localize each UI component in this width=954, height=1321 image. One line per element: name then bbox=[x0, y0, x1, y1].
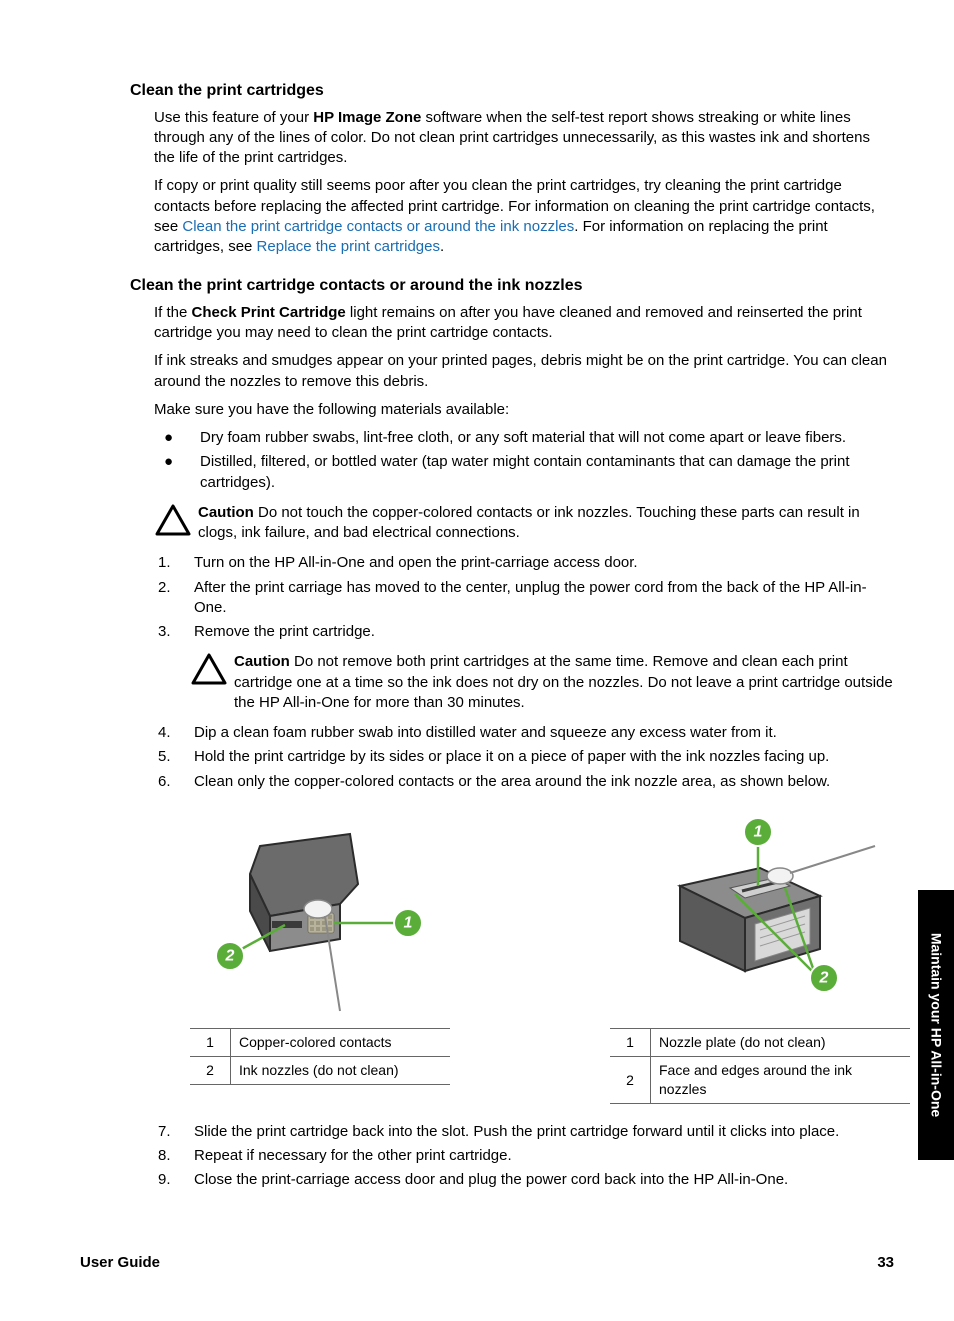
list-item: ●Dry foam rubber swabs, lint-free cloth,… bbox=[154, 428, 894, 448]
svg-text:2: 2 bbox=[819, 969, 829, 986]
cell: Face and edges around the ink nozzles bbox=[651, 1057, 911, 1104]
materials-list: ●Dry foam rubber swabs, lint-free cloth,… bbox=[154, 428, 894, 493]
table-row: 2Ink nozzles (do not clean) bbox=[190, 1057, 450, 1085]
figure-cartridge-contacts: 1 2 1Copper-colored contacts 2Ink nozzle… bbox=[190, 816, 490, 1104]
text: Distilled, filtered, or bottled water (t… bbox=[200, 452, 894, 493]
bold-text: HP Image Zone bbox=[313, 109, 421, 126]
text: After the print carriage has moved to th… bbox=[194, 578, 894, 619]
side-tab: Maintain your HP All-in-One bbox=[918, 890, 954, 1160]
cell: 2 bbox=[190, 1057, 231, 1085]
caution-text: Do not remove both print cartridges at t… bbox=[234, 653, 893, 711]
s1-paragraph-1: Use this feature of your HP Image Zone s… bbox=[154, 108, 894, 169]
list-item: 8.Repeat if necessary for the other prin… bbox=[154, 1146, 894, 1166]
caution-2: Caution Do not remove both print cartrid… bbox=[190, 652, 894, 713]
caution-text: Do not touch the copper-colored contacts… bbox=[198, 504, 860, 541]
table-row: 1Nozzle plate (do not clean) bbox=[610, 1029, 910, 1057]
side-tab-label: Maintain your HP All-in-One bbox=[927, 933, 946, 1117]
svg-text:2: 2 bbox=[225, 947, 235, 964]
cell: 1 bbox=[190, 1029, 231, 1057]
cell: Copper-colored contacts bbox=[231, 1029, 451, 1057]
svg-text:1: 1 bbox=[754, 823, 763, 840]
cell: 2 bbox=[610, 1057, 651, 1104]
figure-cartridge-nozzles: 1 2 1Nozzle plate (do not clean) 2Face a… bbox=[610, 816, 910, 1104]
text: Repeat if necessary for the other print … bbox=[194, 1146, 512, 1166]
figure-row: 1 2 1Copper-colored contacts 2Ink nozzle… bbox=[190, 816, 894, 1104]
text: Clean only the copper-colored contacts o… bbox=[194, 772, 830, 792]
text: Slide the print cartridge back into the … bbox=[194, 1122, 839, 1142]
caution-icon bbox=[154, 503, 198, 543]
cell: 1 bbox=[610, 1029, 651, 1057]
s2-paragraph-1: If the Check Print Cartridge light remai… bbox=[154, 303, 894, 344]
text: Turn on the HP All-in-One and open the p… bbox=[194, 553, 638, 573]
legend-1: 1Copper-colored contacts 2Ink nozzles (d… bbox=[190, 1028, 450, 1085]
text: Use this feature of your bbox=[154, 109, 313, 126]
cell: Nozzle plate (do not clean) bbox=[651, 1029, 911, 1057]
list-item: 7.Slide the print cartridge back into th… bbox=[154, 1122, 894, 1142]
list-item: 9.Close the print-carriage access door a… bbox=[154, 1170, 894, 1190]
text: Close the print-carriage access door and… bbox=[194, 1170, 788, 1190]
legend-2: 1Nozzle plate (do not clean) 2Face and e… bbox=[610, 1028, 910, 1104]
s1-paragraph-2: If copy or print quality still seems poo… bbox=[154, 176, 894, 257]
bold-text: Check Print Cartridge bbox=[192, 304, 346, 321]
steps-a: 1.Turn on the HP All-in-One and open the… bbox=[154, 553, 894, 642]
heading-clean-cartridges: Clean the print cartridges bbox=[130, 80, 894, 102]
caution-icon bbox=[190, 652, 234, 692]
caution-1: Caution Do not touch the copper-colored … bbox=[154, 503, 894, 544]
list-item: 1.Turn on the HP All-in-One and open the… bbox=[154, 553, 894, 573]
text: Remove the print cartridge. bbox=[194, 622, 375, 642]
list-item: 3.Remove the print cartridge. bbox=[154, 622, 894, 642]
cell: Ink nozzles (do not clean) bbox=[231, 1057, 451, 1085]
heading-clean-contacts: Clean the print cartridge contacts or ar… bbox=[130, 275, 894, 297]
steps-b: 4.Dip a clean foam rubber swab into dist… bbox=[154, 723, 894, 792]
text: Dip a clean foam rubber swab into distil… bbox=[194, 723, 777, 743]
s2-paragraph-3: Make sure you have the following materia… bbox=[154, 400, 894, 420]
list-item: 4.Dip a clean foam rubber swab into dist… bbox=[154, 723, 894, 743]
footer-page-number: 33 bbox=[877, 1253, 894, 1273]
caution-label: Caution bbox=[234, 653, 290, 670]
table-row: 1Copper-colored contacts bbox=[190, 1029, 450, 1057]
list-item: 5.Hold the print cartridge by its sides … bbox=[154, 747, 894, 767]
list-item: 2.After the print carriage has moved to … bbox=[154, 578, 894, 619]
text: Hold the print cartridge by its sides or… bbox=[194, 747, 829, 767]
list-item: ●Distilled, filtered, or bottled water (… bbox=[154, 452, 894, 493]
svg-text:1: 1 bbox=[404, 914, 413, 931]
text: Dry foam rubber swabs, lint-free cloth, … bbox=[200, 428, 846, 448]
list-item: 6.Clean only the copper-colored contacts… bbox=[154, 772, 894, 792]
caution-label: Caution bbox=[198, 504, 254, 521]
table-row: 2Face and edges around the ink nozzles bbox=[610, 1057, 910, 1104]
s2-paragraph-2: If ink streaks and smudges appear on you… bbox=[154, 351, 894, 392]
link-replace-cartridges[interactable]: Replace the print cartridges bbox=[257, 238, 440, 255]
footer-left: User Guide bbox=[80, 1253, 160, 1273]
link-clean-contacts[interactable]: Clean the print cartridge contacts or ar… bbox=[182, 218, 574, 235]
text: . bbox=[440, 238, 444, 255]
page-footer: User Guide 33 bbox=[80, 1253, 894, 1273]
text: If the bbox=[154, 304, 192, 321]
steps-c: 7.Slide the print cartridge back into th… bbox=[154, 1122, 894, 1191]
